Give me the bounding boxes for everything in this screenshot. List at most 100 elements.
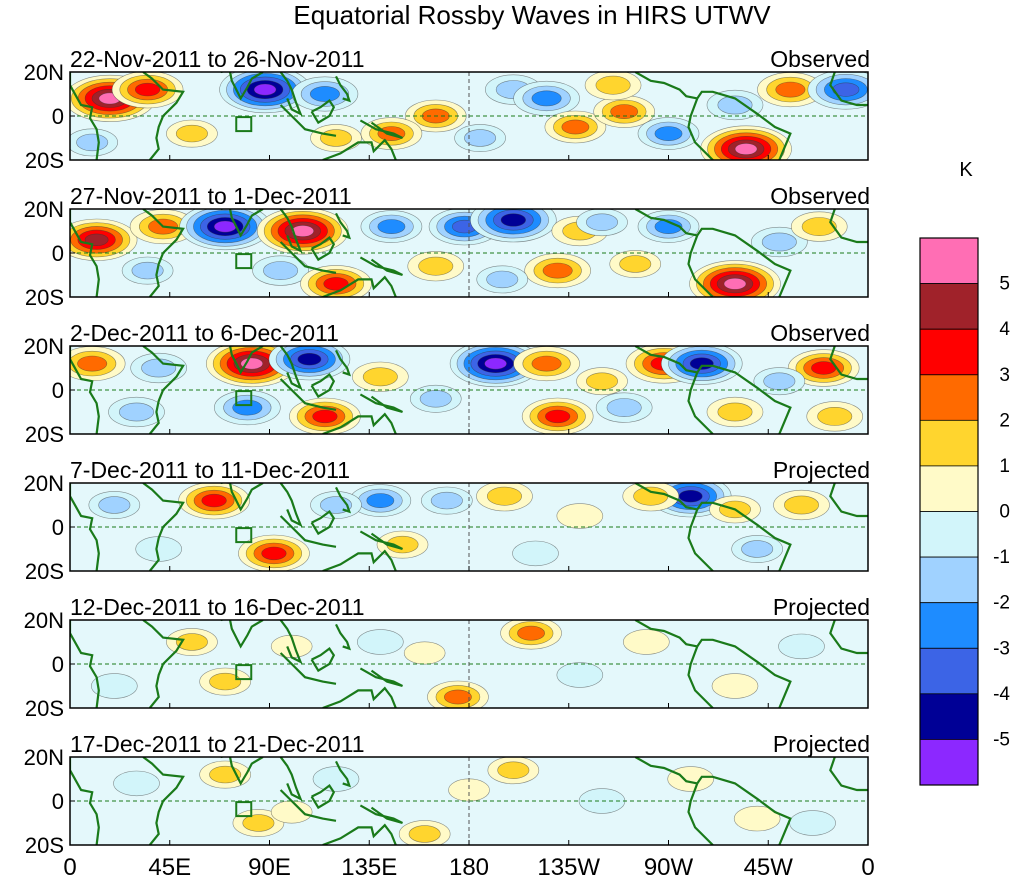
contour-band	[500, 213, 526, 227]
panel-date-range: 27-Nov-2011 to 1-Dec-2011	[70, 183, 352, 209]
y-tick-label: 20N	[24, 60, 64, 85]
anomaly-cell	[584, 72, 642, 101]
y-tick-label: 0	[52, 789, 64, 814]
coastline	[142, 72, 185, 160]
coastline	[335, 623, 352, 651]
colorbar-label: -1	[993, 547, 1010, 568]
anomaly-cell	[806, 401, 864, 432]
contour-band	[585, 372, 618, 390]
coastline	[829, 483, 868, 518]
anomaly-cell	[476, 483, 533, 512]
coastline	[279, 104, 337, 137]
panel-date-range: 12-Dec-2011 to 16-Dec-2011	[70, 594, 365, 620]
contour-band	[517, 625, 545, 641]
panel-date-range: 7-Dec-2011 to 11-Dec-2011	[70, 457, 350, 483]
anomaly-cell	[751, 226, 808, 258]
contour-band	[789, 810, 836, 836]
anomaly-cell	[178, 483, 250, 520]
anomaly-cell	[376, 530, 429, 559]
colorbar-label: 3	[999, 365, 1010, 386]
coastline	[335, 486, 352, 514]
coastline	[70, 346, 100, 434]
anomaly-cell	[70, 218, 138, 261]
anomaly-cell	[238, 534, 310, 571]
coastline	[70, 72, 100, 160]
contour-band	[232, 399, 263, 416]
contour-band	[403, 641, 446, 665]
anomaly-cell	[476, 265, 529, 294]
contour-band	[263, 261, 299, 281]
contour-band	[761, 232, 797, 252]
coastline	[335, 349, 352, 377]
contour-band	[654, 219, 683, 234]
contour-band	[723, 277, 747, 290]
contour-band	[619, 255, 652, 273]
contour-band	[213, 220, 237, 233]
contour-band	[366, 493, 395, 508]
anomaly-cell	[421, 486, 473, 515]
region-box	[235, 801, 253, 818]
anomaly-cell	[521, 397, 594, 434]
colorbar-label: -3	[993, 638, 1010, 659]
anomaly-cell	[544, 110, 607, 144]
coastline	[696, 90, 792, 160]
contour-band	[419, 390, 452, 408]
y-tick-label: 20S	[25, 559, 64, 584]
anomaly-cell	[398, 820, 451, 845]
anomaly-field	[113, 757, 836, 845]
coastline	[687, 783, 714, 845]
anomaly-cell	[310, 491, 362, 519]
anomaly-cell	[689, 260, 781, 297]
panel-type-label: Observed	[770, 46, 870, 72]
contour-band	[377, 219, 406, 234]
anomaly-cell	[214, 390, 281, 426]
contour-band	[357, 629, 404, 655]
anomaly-cell	[88, 491, 141, 519]
anomaly-cell	[790, 211, 848, 242]
panel-3: 20N 0 20S 2-Dec-2011 to 6-Dec-2011 Observed	[24, 320, 870, 447]
coastline	[142, 620, 185, 708]
coastline	[634, 757, 698, 785]
coastline	[322, 686, 397, 708]
y-tick-label: 20N	[24, 197, 64, 222]
anomaly-cell	[268, 346, 351, 381]
coastline	[696, 775, 792, 845]
panel-type-label: Projected	[773, 731, 870, 757]
coastline	[310, 647, 336, 673]
coastline	[359, 530, 403, 551]
y-tick-label: 0	[52, 241, 64, 266]
coastline	[359, 256, 403, 277]
colorbar-label: 2	[999, 410, 1010, 431]
colorbar-swatch	[919, 739, 979, 786]
coastline	[829, 757, 868, 792]
contour-band	[297, 353, 322, 366]
anomaly-cell	[407, 251, 465, 282]
anomaly-cell	[789, 810, 836, 836]
contour-band	[84, 233, 109, 247]
colorbar-label: 4	[999, 319, 1010, 340]
contour-band	[778, 633, 825, 660]
colorbar-swatch	[919, 328, 979, 376]
region-box	[235, 116, 253, 133]
contour-band	[175, 124, 208, 143]
colorbar-swatch	[919, 602, 979, 649]
contour-band	[312, 409, 338, 424]
anomaly-cell	[731, 535, 783, 563]
coastline	[634, 72, 698, 100]
contour-band	[531, 90, 562, 107]
coastline	[359, 393, 403, 414]
contour-band	[408, 825, 441, 843]
anomaly-cell	[291, 76, 359, 112]
coastline	[279, 789, 337, 822]
contour-band	[556, 503, 604, 529]
contour-band	[76, 133, 109, 152]
coastline	[220, 757, 264, 786]
anomaly-field	[70, 72, 868, 160]
coastline	[279, 620, 303, 665]
coastline	[322, 275, 397, 297]
anomaly-cell	[487, 757, 540, 785]
coastlines	[70, 483, 868, 571]
contour-band	[678, 490, 703, 503]
anomaly-cell	[360, 210, 423, 243]
